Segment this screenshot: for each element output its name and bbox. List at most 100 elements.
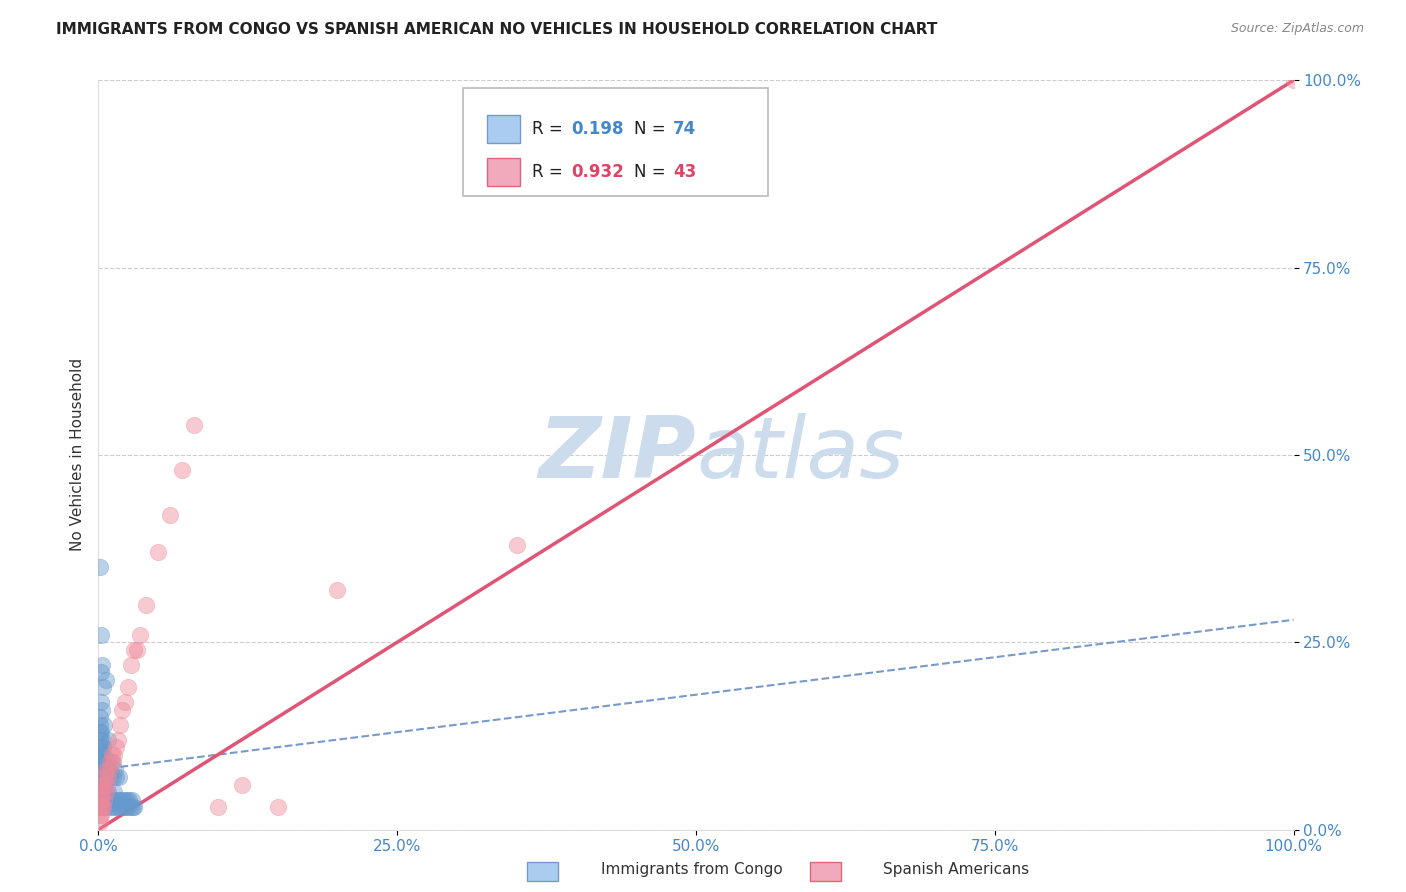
Point bbox=[122, 800, 145, 814]
Point bbox=[103, 747, 125, 762]
Point bbox=[91, 763, 114, 777]
Point bbox=[267, 800, 290, 814]
Point bbox=[89, 778, 111, 792]
Point bbox=[107, 792, 129, 806]
Point bbox=[91, 740, 114, 755]
Point bbox=[90, 695, 112, 709]
Point bbox=[111, 703, 134, 717]
Point bbox=[91, 680, 114, 694]
Point bbox=[93, 717, 115, 731]
Point bbox=[104, 792, 127, 806]
Point bbox=[89, 807, 111, 822]
Text: Immigrants from Congo: Immigrants from Congo bbox=[562, 863, 783, 877]
Point bbox=[89, 755, 111, 769]
Point bbox=[159, 508, 181, 522]
Point bbox=[105, 800, 128, 814]
Point bbox=[96, 792, 118, 806]
Text: IMMIGRANTS FROM CONGO VS SPANISH AMERICAN NO VEHICLES IN HOUSEHOLD CORRELATION C: IMMIGRANTS FROM CONGO VS SPANISH AMERICA… bbox=[56, 22, 938, 37]
Point bbox=[94, 673, 117, 687]
Point bbox=[98, 755, 122, 769]
Bar bbox=[486, 115, 520, 144]
Point bbox=[90, 740, 112, 755]
Point bbox=[101, 770, 124, 784]
Point bbox=[89, 770, 111, 784]
Point bbox=[90, 785, 112, 799]
Point bbox=[117, 800, 139, 814]
Point bbox=[90, 725, 112, 739]
Point bbox=[148, 545, 170, 559]
Point bbox=[94, 763, 117, 777]
Point bbox=[172, 463, 194, 477]
Point bbox=[121, 792, 143, 806]
Point bbox=[94, 785, 117, 799]
Point bbox=[89, 800, 111, 814]
Point bbox=[91, 800, 114, 814]
Point bbox=[101, 800, 124, 814]
Point bbox=[96, 778, 118, 792]
Y-axis label: No Vehicles in Household: No Vehicles in Household bbox=[69, 359, 84, 551]
Point bbox=[107, 770, 129, 784]
Point bbox=[89, 792, 111, 806]
Point bbox=[90, 628, 112, 642]
Point bbox=[104, 763, 127, 777]
Point bbox=[108, 792, 131, 806]
Point bbox=[94, 763, 117, 777]
Point bbox=[105, 740, 128, 755]
Point bbox=[93, 792, 115, 806]
Point bbox=[90, 778, 112, 792]
Point bbox=[93, 747, 115, 762]
Text: R =: R = bbox=[533, 163, 568, 181]
Point bbox=[100, 747, 122, 762]
Point bbox=[90, 770, 112, 784]
Point bbox=[91, 755, 114, 769]
Point bbox=[105, 770, 128, 784]
Point bbox=[120, 800, 142, 814]
Point bbox=[89, 710, 111, 724]
Point bbox=[110, 800, 132, 814]
Text: atlas: atlas bbox=[696, 413, 904, 497]
Point bbox=[124, 642, 146, 657]
Point bbox=[115, 792, 138, 806]
Point bbox=[89, 792, 111, 806]
Point bbox=[90, 807, 112, 822]
Text: R =: R = bbox=[533, 120, 568, 138]
Text: 74: 74 bbox=[673, 120, 696, 138]
Point bbox=[91, 778, 114, 792]
Point bbox=[89, 725, 111, 739]
Point bbox=[91, 703, 114, 717]
Point bbox=[89, 740, 111, 755]
Point bbox=[91, 657, 114, 672]
Point bbox=[98, 800, 122, 814]
Point bbox=[114, 792, 136, 806]
Point bbox=[97, 770, 120, 784]
Text: N =: N = bbox=[634, 163, 671, 181]
Point bbox=[93, 792, 115, 806]
Point bbox=[91, 785, 114, 799]
Text: 0.932: 0.932 bbox=[572, 163, 624, 181]
Point bbox=[97, 732, 120, 747]
Point bbox=[115, 800, 138, 814]
Point bbox=[101, 755, 124, 769]
Text: N =: N = bbox=[634, 120, 671, 138]
Point bbox=[207, 800, 229, 814]
Point bbox=[93, 778, 115, 792]
Text: 0.198: 0.198 bbox=[572, 120, 624, 138]
Point bbox=[89, 815, 111, 830]
Point bbox=[107, 800, 129, 814]
Point bbox=[100, 755, 122, 769]
Point bbox=[90, 792, 112, 806]
Point bbox=[89, 560, 111, 574]
Point bbox=[91, 792, 114, 806]
Text: Source: ZipAtlas.com: Source: ZipAtlas.com bbox=[1230, 22, 1364, 36]
Point bbox=[125, 642, 148, 657]
Point bbox=[107, 732, 129, 747]
Point bbox=[94, 785, 117, 799]
Point bbox=[98, 792, 121, 806]
Point bbox=[97, 785, 120, 799]
Point bbox=[89, 717, 111, 731]
Point bbox=[129, 628, 152, 642]
Point bbox=[100, 792, 122, 806]
Point bbox=[91, 778, 114, 792]
Point bbox=[98, 763, 121, 777]
Point bbox=[98, 770, 122, 784]
